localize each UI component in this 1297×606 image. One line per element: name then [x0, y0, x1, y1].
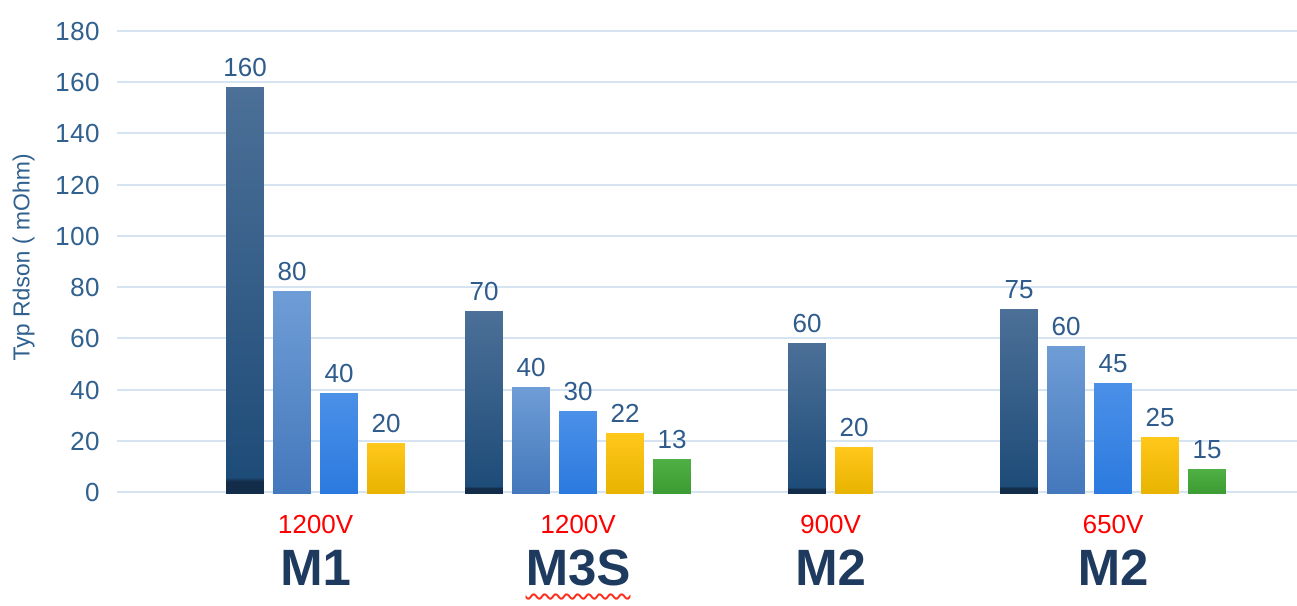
gridline — [117, 132, 1297, 135]
bar-value-label: 20 — [371, 408, 401, 439]
category-label-text: M1 — [280, 539, 351, 596]
bar-value-label: 15 — [1192, 433, 1222, 464]
bar-value-label: 22 — [610, 398, 640, 429]
y-tick-label: 0 — [85, 477, 100, 507]
bar-value-label: 60 — [1051, 311, 1081, 342]
y-tick-label: 120 — [55, 169, 100, 200]
bar-medium-blue-40 — [512, 386, 550, 494]
y-tick-label: 100 — [55, 220, 100, 251]
bar-dark-blue-75 — [1000, 308, 1038, 494]
y-tick-label: 80 — [70, 272, 100, 303]
bar-value-label: 70 — [469, 276, 499, 307]
bar-green-15 — [1188, 468, 1226, 494]
category-label: M2 — [983, 541, 1243, 595]
gridline — [117, 337, 1297, 340]
gridline — [117, 439, 1297, 442]
y-tick-label: 160 — [55, 67, 100, 98]
bar-medium-blue-60 — [1047, 346, 1085, 494]
category-label: M1 — [186, 541, 446, 595]
y-axis-title: Typ Rdson ( mOhm) — [8, 153, 35, 361]
y-tick-label: 60 — [70, 323, 100, 354]
bar-bright-blue-40 — [320, 393, 358, 494]
bar-value-label: 75 — [1004, 273, 1034, 304]
category-label: M2 — [701, 541, 961, 595]
gridline — [117, 286, 1297, 289]
category-label-text: M2 — [795, 539, 866, 596]
voltage-label: 900V — [800, 509, 861, 539]
bar-dark-blue-60 — [788, 343, 826, 494]
bar-value-label: 60 — [792, 308, 822, 339]
bar-dark-blue-160 — [226, 87, 264, 494]
bar-value-label: 30 — [563, 376, 593, 407]
gridline — [117, 491, 1297, 493]
gridline — [117, 81, 1297, 84]
bar-yellow-25 — [1141, 436, 1179, 494]
gridline — [117, 388, 1297, 391]
category-label: M3S — [448, 541, 708, 595]
bar-value-label: 40 — [324, 358, 354, 389]
bar-value-label: 40 — [516, 351, 546, 382]
bar-dark-blue-70 — [465, 311, 503, 494]
y-tick-label: 140 — [55, 118, 100, 149]
y-tick-label: 180 — [55, 16, 100, 46]
bar-medium-blue-80 — [273, 290, 311, 494]
voltage-label: 1200V — [540, 509, 616, 539]
bar-value-label: 160 — [223, 52, 267, 83]
gridline — [117, 30, 1297, 32]
bar-yellow-20 — [835, 447, 873, 494]
bar-bright-blue-30 — [559, 411, 597, 494]
bar-yellow-22 — [606, 433, 644, 494]
bar-bright-blue-45 — [1094, 383, 1132, 494]
gridline — [117, 183, 1297, 186]
y-tick-label: 20 — [70, 425, 100, 456]
bar-value-label: 80 — [277, 255, 307, 286]
voltage-label: 650V — [1082, 509, 1144, 539]
bar-value-label: 45 — [1098, 348, 1128, 379]
voltage-label: 1200V — [277, 509, 354, 539]
category-label-text: M2 — [1077, 539, 1149, 596]
category-label-text: M3S — [525, 539, 631, 596]
bar-value-label: 13 — [657, 423, 687, 454]
bar-green-13 — [653, 458, 691, 494]
bar-value-label: 25 — [1145, 401, 1175, 432]
gridline — [117, 234, 1297, 237]
bar-yellow-20 — [367, 443, 405, 494]
bar-value-label: 20 — [839, 412, 869, 443]
y-tick-label: 40 — [70, 374, 100, 405]
